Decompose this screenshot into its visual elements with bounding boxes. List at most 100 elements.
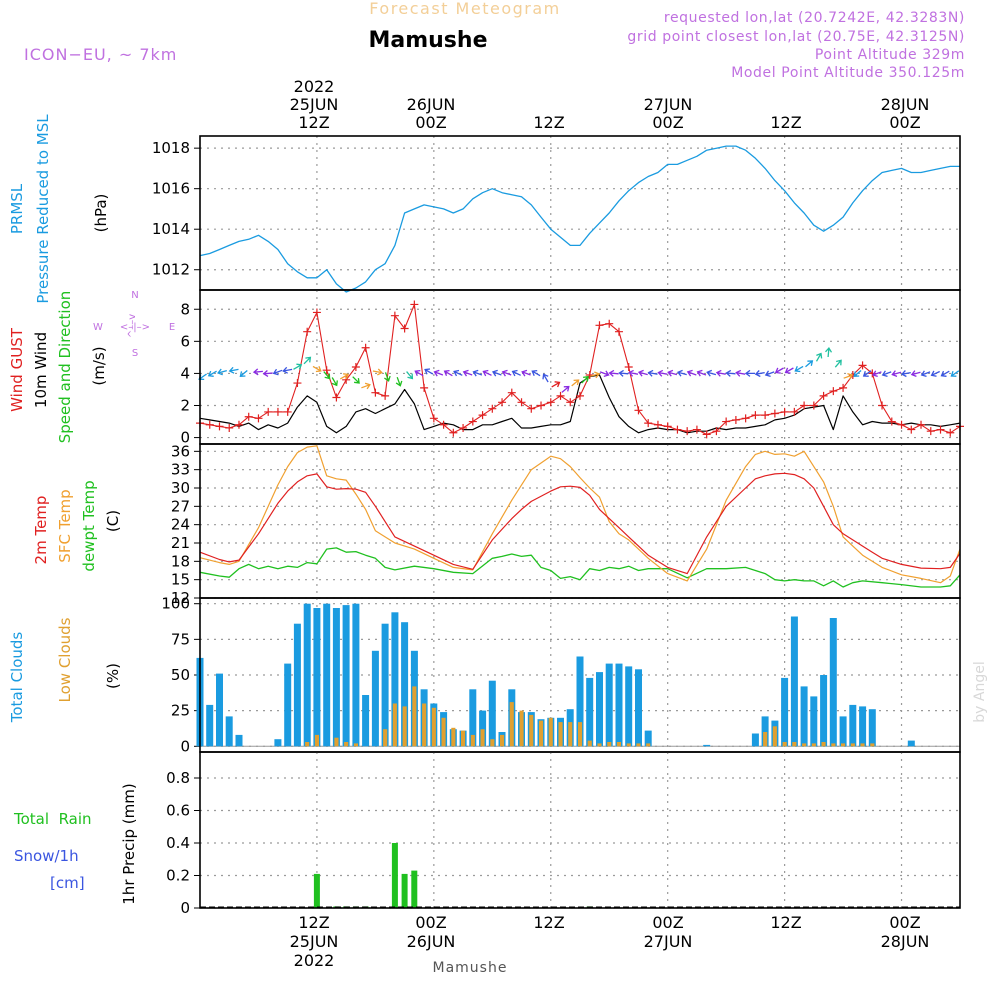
total-cloud-bar xyxy=(703,744,711,747)
y-tick-label: 18 xyxy=(171,552,190,570)
wind-direction-arrow xyxy=(920,370,931,378)
gust-marker xyxy=(809,401,818,410)
low-cloud-bar xyxy=(353,743,358,747)
gust-marker xyxy=(527,404,536,413)
low-cloud-bar xyxy=(558,722,563,747)
low-cloud-bar xyxy=(334,737,339,747)
total-cloud-bar xyxy=(313,608,321,747)
bottom-time-line1: 12Z xyxy=(770,913,801,932)
low-cloud-bar xyxy=(607,742,612,747)
wind-direction-arrow xyxy=(900,370,911,378)
gust-marker xyxy=(624,363,633,371)
watermark: by Angel xyxy=(972,661,988,722)
clouds-label-low: Low Clouds xyxy=(56,617,74,702)
compass-rose: N ^––v S W <–|–> E xyxy=(93,290,175,359)
gust-marker xyxy=(946,428,955,437)
wind-direction-arrow xyxy=(239,370,248,378)
low-cloud-bar xyxy=(772,726,777,747)
total-cloud-bar xyxy=(751,733,759,747)
footer-station: Mamushe xyxy=(433,960,508,976)
total-cloud-bar xyxy=(615,663,623,747)
gust-marker xyxy=(322,366,331,375)
wind-direction-arrow xyxy=(794,365,804,373)
y-tick-label: 100 xyxy=(161,595,190,613)
wind-direction-arrow xyxy=(735,369,746,377)
top-time-labels: 2022 25JUN 12Z 26JUN 00Z 12Z 27JUN 00Z 1… xyxy=(290,77,930,132)
wind-axis-label: Wind GUST 10m Wind Speed and Direction (… xyxy=(8,290,175,443)
compass-south: S xyxy=(132,348,138,359)
wind-direction-arrow xyxy=(871,370,882,378)
bottom-time-label: 12Z xyxy=(770,913,801,932)
y-tick-label: 2 xyxy=(180,397,190,415)
low-cloud-bar xyxy=(763,732,768,747)
gust-marker xyxy=(663,422,672,431)
total-cloud-bar xyxy=(586,677,594,747)
gust-marker xyxy=(498,398,507,407)
gust-marker xyxy=(926,427,935,436)
wind-direction-arrow xyxy=(590,371,601,379)
total-cloud-bar xyxy=(625,666,633,747)
wind-direction-arrow xyxy=(725,369,736,377)
total-cloud-bar xyxy=(790,616,798,747)
y-tick-label: 36 xyxy=(171,442,190,460)
total-cloud-bar xyxy=(781,677,789,747)
wind-direction-arrow xyxy=(571,379,580,387)
total-cloud-bar xyxy=(907,740,915,747)
y-tick-label: 27 xyxy=(171,497,190,515)
wind-direction-arrow xyxy=(414,369,424,377)
y-tick-label: 0.6 xyxy=(166,802,190,820)
total-cloud-bar xyxy=(469,689,477,747)
bottom-time-line2: 25JUN xyxy=(290,932,339,951)
wind-direction-arrow xyxy=(293,363,303,370)
wind-direction-arrow xyxy=(696,369,707,377)
y-tick-label: 30 xyxy=(171,479,190,497)
gust-marker xyxy=(351,363,360,371)
gust-marker xyxy=(819,391,828,400)
gust-marker xyxy=(673,425,682,434)
total-cloud-bar xyxy=(284,663,292,747)
low-cloud-bar xyxy=(461,730,466,747)
low-cloud-bar xyxy=(831,743,836,747)
wind-direction-arrow xyxy=(331,377,338,387)
top-time-label: 12Z xyxy=(770,113,801,132)
wind-direction-arrow xyxy=(217,368,227,376)
gust-marker xyxy=(244,412,253,421)
gust-marker xyxy=(400,324,409,333)
wind-direction-arrow xyxy=(628,369,639,377)
gust-marker xyxy=(595,321,604,330)
gust-marker xyxy=(722,417,731,426)
temp-label-dewpt: dewpt Temp xyxy=(80,480,98,571)
gust-marker xyxy=(332,393,341,402)
model-label: ICON−EU, ~ 7km xyxy=(24,45,177,64)
wind-direction-arrow xyxy=(805,360,814,368)
gust-marker xyxy=(478,411,487,420)
gust-marker xyxy=(566,398,575,407)
wind-direction-arrow xyxy=(511,369,521,377)
y-tick-label: 1014 xyxy=(152,220,190,238)
bottom-time-line1: 00Z xyxy=(652,913,683,932)
wind-direction-arrow xyxy=(930,370,940,377)
station-title: Mamushe xyxy=(368,28,487,53)
gust-marker xyxy=(507,388,516,397)
gust-marker xyxy=(712,427,721,436)
wind-direction-arrow xyxy=(542,373,549,383)
gust-marker xyxy=(254,414,263,423)
precip-legend-snow: Snow/1h xyxy=(14,847,79,865)
pressure-label-msl: Pressure Reduced to MSL xyxy=(34,114,52,304)
total-cloud-bar xyxy=(839,716,847,747)
gridpoint-coords: grid point closest lon,lat (20.75E, 42.3… xyxy=(627,29,965,45)
low-cloud-bar xyxy=(850,743,855,747)
forecast-label: Forecast Meteogram xyxy=(369,0,560,18)
wind-panel: 0 2 4 6 8 xyxy=(180,289,964,447)
low-cloud-bar xyxy=(509,702,514,747)
clouds-label-total: Total Clouds xyxy=(8,632,26,724)
compass-ns-arrow: ^––v xyxy=(127,314,138,338)
low-cloud-bar xyxy=(597,743,602,747)
gust-marker xyxy=(576,391,584,400)
wind-direction-arrow xyxy=(395,376,403,387)
wind-direction-arrow xyxy=(361,382,371,390)
low-cloud-bar xyxy=(305,742,310,747)
low-cloud-bar xyxy=(500,734,505,747)
gust-marker xyxy=(273,407,282,416)
